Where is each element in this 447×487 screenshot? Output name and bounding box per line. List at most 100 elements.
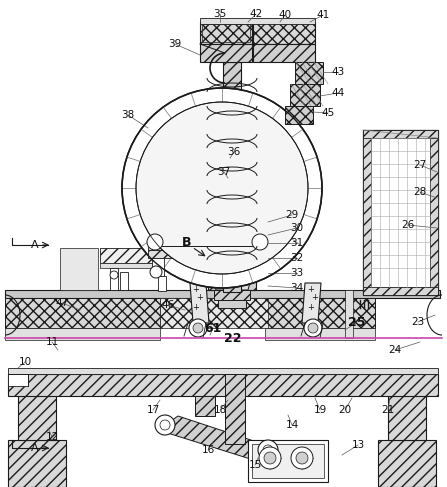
Text: 18: 18 (213, 405, 227, 415)
Text: 28: 28 (413, 187, 426, 197)
Text: 30: 30 (291, 223, 304, 233)
Bar (248, 440, 328, 482)
Text: 35: 35 (213, 9, 227, 19)
Text: 42: 42 (249, 9, 263, 19)
Text: 20: 20 (338, 405, 351, 415)
Circle shape (296, 452, 308, 464)
Text: +: + (193, 285, 199, 295)
Text: A: A (31, 443, 39, 453)
Text: 21: 21 (381, 405, 395, 415)
Bar (225, 374, 245, 444)
Circle shape (155, 415, 175, 435)
Text: 34: 34 (291, 283, 304, 293)
Bar (245, 238, 253, 246)
Circle shape (160, 420, 170, 430)
Text: 23: 23 (411, 317, 425, 327)
Bar (155, 246, 265, 252)
Circle shape (252, 234, 268, 250)
Bar (223, 62, 241, 292)
Circle shape (122, 88, 322, 288)
Bar (388, 395, 426, 440)
Circle shape (259, 447, 281, 469)
Bar (200, 22, 252, 44)
Text: 47: 47 (55, 298, 69, 308)
Bar (200, 18, 315, 24)
Text: 10: 10 (18, 357, 32, 367)
Text: 24: 24 (388, 345, 401, 355)
Circle shape (147, 234, 163, 250)
Text: 39: 39 (169, 39, 181, 49)
Bar (120, 272, 128, 290)
Bar (208, 260, 256, 290)
Bar (265, 328, 375, 340)
Text: +: + (308, 303, 314, 313)
Bar (363, 130, 438, 138)
Circle shape (308, 323, 318, 333)
Text: 41: 41 (316, 10, 329, 20)
Circle shape (193, 323, 203, 333)
Text: 25: 25 (348, 316, 366, 329)
Text: B: B (182, 236, 192, 248)
Text: +: + (312, 294, 318, 302)
Bar (218, 300, 246, 308)
Bar (8, 368, 438, 374)
Text: +: + (193, 303, 199, 313)
Text: 31: 31 (291, 238, 304, 248)
Text: 46: 46 (161, 300, 175, 310)
Bar (8, 440, 66, 487)
Text: 22: 22 (224, 332, 242, 344)
Bar (214, 290, 250, 300)
Text: +: + (308, 285, 314, 295)
Bar (363, 287, 438, 295)
Text: 16: 16 (202, 445, 215, 455)
Bar (378, 440, 436, 487)
Bar (152, 258, 164, 276)
Circle shape (189, 319, 207, 337)
Text: 36: 36 (228, 147, 240, 157)
Text: 12: 12 (46, 432, 59, 442)
Text: 13: 13 (351, 440, 365, 450)
Bar (202, 24, 250, 42)
Circle shape (263, 445, 273, 455)
Text: +: + (197, 294, 203, 302)
Text: 17: 17 (146, 405, 160, 415)
Bar (158, 276, 166, 291)
Bar (18, 395, 56, 440)
Text: 29: 29 (285, 210, 299, 220)
Bar (290, 84, 320, 106)
Bar (160, 298, 268, 328)
Text: 19: 19 (313, 405, 327, 415)
Text: 61: 61 (204, 321, 222, 335)
Polygon shape (208, 260, 256, 290)
Circle shape (110, 271, 118, 279)
Text: A: A (31, 240, 39, 250)
Bar (363, 130, 438, 295)
Text: 15: 15 (249, 460, 261, 470)
Bar (100, 263, 180, 268)
Bar (195, 396, 215, 416)
Polygon shape (158, 416, 275, 462)
Circle shape (136, 102, 308, 274)
Bar (60, 248, 98, 290)
Text: 27: 27 (413, 160, 426, 170)
Bar (5, 298, 160, 328)
Bar (295, 62, 323, 84)
Bar (8, 374, 28, 386)
Text: 11: 11 (46, 337, 59, 347)
Bar (8, 374, 438, 396)
Text: 38: 38 (122, 110, 135, 120)
Bar (430, 138, 438, 287)
Bar (252, 444, 324, 478)
Bar (285, 106, 313, 124)
Text: 14: 14 (285, 420, 299, 430)
Bar (345, 290, 353, 338)
Bar (148, 250, 188, 258)
Bar (225, 396, 243, 416)
Polygon shape (190, 283, 209, 323)
Bar (253, 22, 315, 44)
Circle shape (264, 452, 276, 464)
Text: 26: 26 (401, 220, 415, 230)
Text: 43: 43 (331, 67, 345, 77)
Text: 45: 45 (321, 108, 335, 118)
Bar (265, 298, 375, 328)
